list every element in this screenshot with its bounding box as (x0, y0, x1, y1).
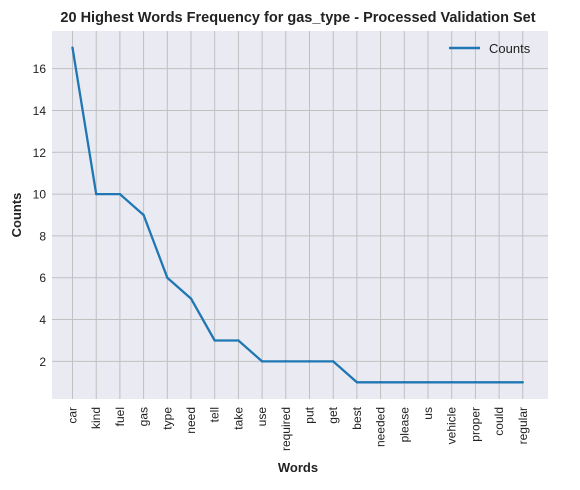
x-tick-label: proper (468, 407, 482, 442)
x-tick-label: take (231, 407, 245, 430)
y-tick-label: 4 (39, 313, 46, 327)
x-tick-label: kind (89, 407, 103, 429)
legend-label-counts: Counts (489, 41, 531, 56)
data-point (71, 46, 74, 49)
x-tick-label: put (303, 406, 317, 423)
y-tick-label: 14 (33, 104, 47, 118)
data-point (308, 360, 311, 363)
x-tick-label: car (66, 407, 80, 424)
data-point (332, 360, 335, 363)
data-point (497, 381, 501, 384)
x-tick-label: us (421, 407, 435, 420)
x-tick-label: needed (374, 407, 388, 447)
data-point (379, 381, 382, 384)
data-point (118, 192, 122, 196)
legend: Counts (449, 41, 531, 56)
data-point (474, 381, 477, 384)
y-tick-label: 6 (39, 271, 46, 285)
series-layer (71, 46, 524, 384)
chart-title: 20 Highest Words Frequency for gas_type … (60, 10, 535, 26)
x-tick-label: fuel (113, 407, 127, 426)
x-tick-label: vehicle (445, 407, 459, 445)
x-tick-label: gas (137, 407, 151, 426)
x-tick-label: regular (516, 407, 530, 444)
data-point (521, 381, 524, 384)
data-point (166, 276, 169, 279)
y-tick-label: 2 (39, 355, 46, 369)
x-axis-label: Words (278, 460, 318, 475)
x-tick-label: could (492, 407, 506, 436)
x-tick-label: best (350, 406, 364, 429)
x-tick-label: tell (208, 407, 222, 422)
y-tick-label: 10 (33, 188, 47, 202)
plot-area (52, 31, 548, 399)
data-point (450, 381, 453, 384)
y-tick-label: 8 (39, 229, 46, 243)
data-point (403, 381, 406, 384)
x-tick-label: get (326, 406, 340, 423)
data-point (284, 360, 287, 363)
x-tick-label: please (397, 407, 411, 443)
data-point (426, 381, 430, 384)
data-point (355, 381, 359, 384)
data-point (260, 360, 264, 363)
data-point (142, 213, 145, 217)
y-tick-labels: 2 4 6 8 10 12 14 16 (33, 62, 47, 369)
x-tick-label: type (160, 407, 174, 430)
series-line-counts (71, 47, 523, 384)
y-tick-label: 12 (33, 146, 47, 160)
y-axis-label: Counts (9, 193, 24, 238)
data-point (213, 339, 216, 342)
x-tick-labels: car kind fuel gas type need tell take use require… (66, 406, 530, 451)
data-point (237, 339, 240, 342)
x-tick-label: use (255, 407, 269, 427)
grid-lines (52, 31, 548, 399)
x-tick-label: need (184, 407, 198, 434)
x-tick-label: required (279, 407, 293, 451)
y-tick-label: 16 (33, 62, 47, 76)
data-point (95, 192, 98, 196)
data-point (189, 297, 193, 300)
